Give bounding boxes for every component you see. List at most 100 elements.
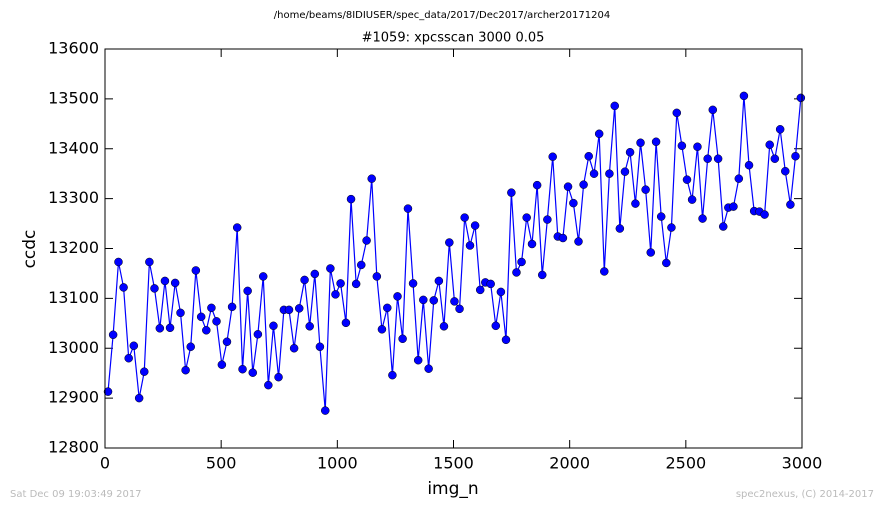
- data-point: [217, 360, 227, 369]
- data-point: [584, 151, 593, 161]
- data-point: [367, 174, 376, 183]
- data-point: [600, 267, 609, 276]
- data-point: [351, 279, 361, 289]
- data-point: [253, 330, 263, 339]
- data-point: [791, 151, 800, 161]
- data-point: [232, 223, 242, 232]
- data-point: [212, 317, 221, 326]
- data-point: [672, 108, 682, 118]
- data-point: [744, 160, 754, 170]
- data-point: [786, 200, 795, 209]
- data-point: [646, 248, 656, 257]
- data-point: [310, 269, 320, 279]
- chart-title: #1059: xpcsscan 3000 0.05: [362, 31, 545, 46]
- data-point: [625, 147, 635, 157]
- data-point: [140, 367, 149, 376]
- data-point: [305, 322, 314, 331]
- data-point: [486, 279, 495, 289]
- data-point: [114, 257, 123, 267]
- data-point: [739, 91, 749, 101]
- data-point: [527, 239, 537, 249]
- data-point: [781, 166, 790, 176]
- data-point: [393, 292, 402, 301]
- x-tick-label: 2500: [665, 454, 706, 473]
- data-point: [770, 154, 780, 163]
- footer-timestamp: Sat Dec 09 19:03:49 2017: [10, 489, 142, 500]
- data-point: [522, 213, 531, 222]
- data-point: [108, 330, 118, 340]
- y-tick-label: 13000: [48, 338, 99, 357]
- data-point: [248, 368, 258, 377]
- data-point: [315, 342, 325, 352]
- data-point: [429, 296, 439, 305]
- data-point: [713, 154, 723, 163]
- data-point: [729, 202, 738, 211]
- y-axis-label: ccdc: [20, 230, 40, 269]
- data-point: [403, 204, 413, 213]
- data-point: [424, 364, 433, 373]
- data-point: [470, 221, 480, 230]
- x-tick-label: 1000: [317, 454, 358, 473]
- data-point: [631, 199, 640, 208]
- y-tick-label: 13100: [48, 288, 99, 307]
- data-point: [129, 341, 139, 351]
- data-point: [574, 237, 583, 246]
- data-point: [398, 334, 407, 344]
- data-point: [346, 194, 356, 204]
- data-point: [610, 101, 619, 111]
- data-point: [687, 195, 697, 204]
- data-point: [377, 325, 387, 334]
- data-point: [419, 295, 428, 305]
- data-point: [677, 141, 687, 151]
- data-point: [662, 258, 671, 268]
- data-point: [134, 393, 144, 403]
- y-tick-label: 13600: [48, 39, 99, 58]
- data-point: [191, 266, 201, 275]
- data-point: [579, 180, 588, 189]
- data-point: [620, 167, 630, 176]
- data-point: [357, 260, 366, 270]
- data-point: [207, 303, 216, 313]
- data-point: [496, 287, 506, 297]
- data-point: [331, 290, 340, 299]
- data-point: [372, 272, 382, 281]
- data-point: [693, 142, 702, 152]
- data-point: [150, 284, 159, 293]
- data-point: [321, 406, 330, 415]
- x-tick-label: 3000: [782, 454, 823, 473]
- data-point: [615, 224, 625, 233]
- data-point: [243, 286, 252, 296]
- data-point: [475, 285, 485, 295]
- data-point: [703, 154, 712, 163]
- data-point: [491, 321, 501, 331]
- x-tick-label: 500: [206, 454, 237, 473]
- data-point: [775, 125, 785, 134]
- data-point: [155, 324, 165, 333]
- data-point: [708, 105, 718, 115]
- plot-frame: [104, 48, 803, 449]
- data-point: [765, 140, 774, 150]
- data-point: [326, 264, 335, 273]
- data-point: [589, 169, 599, 178]
- data-point: [641, 185, 650, 194]
- data-point: [383, 303, 392, 313]
- data-point: [362, 236, 371, 245]
- data-point: [734, 174, 744, 183]
- data-point: [413, 355, 423, 365]
- y-tick-label: 13400: [48, 138, 99, 157]
- data-point: [465, 241, 475, 250]
- x-tick-label: 1500: [433, 454, 474, 473]
- data-point: [227, 302, 237, 312]
- data-point: [569, 198, 578, 208]
- y-tick-label: 13200: [48, 238, 99, 257]
- data-point: [238, 364, 247, 374]
- data-point: [501, 335, 511, 345]
- data-point: [176, 308, 185, 318]
- y-tick-label: 12800: [48, 438, 99, 457]
- data-point: [538, 270, 547, 280]
- data-point: [294, 304, 304, 313]
- data-point: [181, 365, 190, 375]
- data-point: [289, 344, 299, 353]
